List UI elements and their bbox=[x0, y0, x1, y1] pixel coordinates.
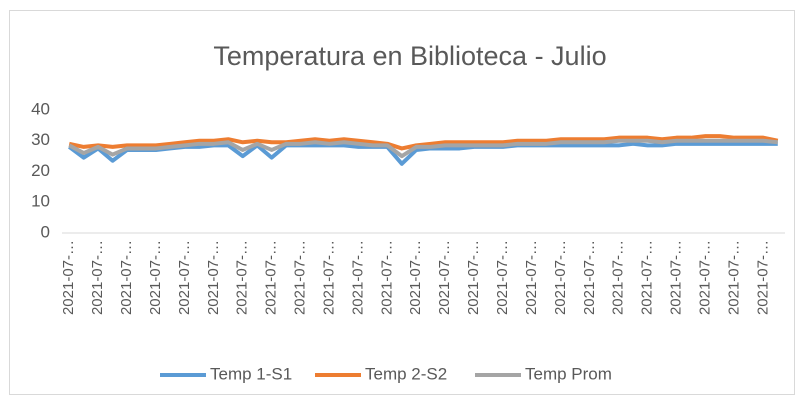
x-tick-label: 2021-07-… bbox=[523, 240, 540, 315]
legend-label: Temp 2-S2 bbox=[365, 364, 447, 383]
x-tick-label: 2021-07-… bbox=[668, 240, 685, 315]
x-tick-label: 2021-07-… bbox=[696, 240, 713, 315]
x-tick-label: 2021-07-… bbox=[349, 240, 366, 315]
x-tick-label: 2021-07-… bbox=[754, 240, 771, 315]
y-tick-label: 10 bbox=[31, 192, 50, 211]
x-tick-label: 2021-07-… bbox=[176, 240, 193, 315]
x-tick-label: 2021-07-… bbox=[60, 240, 77, 315]
y-tick-label: 20 bbox=[31, 161, 50, 180]
x-tick-label: 2021-07-… bbox=[234, 240, 251, 315]
legend-label: Temp 1-S1 bbox=[210, 364, 292, 383]
x-tick-label: 2021-07-… bbox=[639, 240, 656, 315]
chart-title: Temperatura en Biblioteca - Julio bbox=[213, 41, 606, 71]
x-tick-label: 2021-07-… bbox=[89, 240, 106, 315]
series-line bbox=[68, 138, 778, 159]
x-tick-label: 2021-07-… bbox=[205, 240, 222, 315]
x-tick-label: 2021-07-… bbox=[436, 240, 453, 315]
y-tick-label: 40 bbox=[31, 99, 50, 118]
x-tick-label: 2021-07-… bbox=[465, 240, 482, 315]
x-tick-label: 2021-07-… bbox=[407, 240, 424, 315]
x-tick-label: 2021-07-… bbox=[292, 240, 309, 315]
series-line bbox=[68, 134, 779, 151]
x-tick-label: 2021-07-… bbox=[320, 240, 337, 315]
x-tick-label: 2021-07-… bbox=[725, 240, 742, 315]
y-tick-label: 30 bbox=[31, 130, 50, 149]
x-tick-label: 2021-07-… bbox=[147, 240, 164, 315]
y-tick-label: 0 bbox=[41, 222, 50, 241]
legend-label: Temp Prom bbox=[525, 364, 612, 383]
x-tick-label: 2021-07-… bbox=[610, 240, 627, 315]
x-tick-label: 2021-07-… bbox=[494, 240, 511, 315]
x-tick-label: 2021-07-… bbox=[118, 240, 135, 315]
x-tick-label: 2021-07-… bbox=[378, 240, 395, 315]
x-tick-label: 2021-07-… bbox=[263, 240, 280, 315]
x-tick-label: 2021-07-… bbox=[581, 240, 598, 315]
x-tick-label: 2021-07-… bbox=[552, 240, 569, 315]
chart-border bbox=[9, 10, 795, 395]
